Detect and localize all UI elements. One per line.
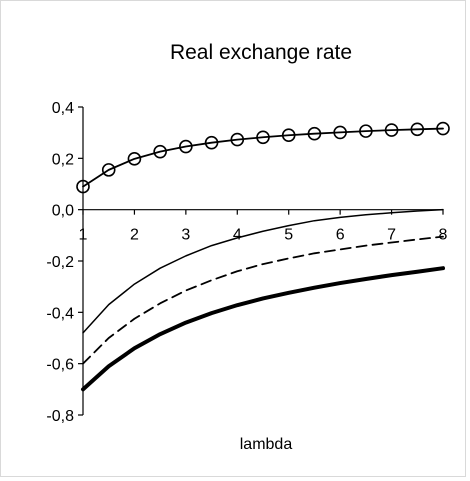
series-1-marker	[204, 135, 219, 150]
series-1-marker	[230, 132, 245, 147]
series-1-marker	[410, 122, 425, 137]
series-1-marker	[359, 124, 373, 138]
series-1-marker	[333, 125, 347, 140]
y-tick-label: 0,4	[52, 100, 74, 117]
series-1-marker	[307, 126, 322, 141]
series-group	[76, 121, 450, 392]
x-tick-label: 3	[181, 227, 190, 244]
series-1-marker	[153, 144, 167, 159]
series-1-marker	[179, 139, 193, 154]
y-tick-label: -0,6	[46, 357, 74, 374]
x-tick-label: 2	[130, 227, 139, 244]
x-tick-label: 8	[439, 227, 448, 244]
series-1-marker	[436, 121, 450, 136]
y-tick-label: 0,0	[52, 203, 74, 220]
series-1-marker	[76, 179, 90, 194]
axes: 0,4 0,2 0,0 -0,2 -0,4 -0,6 -0,8 1 2 3 4 5 6 7 8	[46, 100, 447, 425]
series-1-marker	[384, 123, 399, 137]
x-tick-label: 5	[284, 227, 293, 244]
series-1-marker	[127, 152, 142, 166]
series-2-line	[82, 208, 444, 334]
series-3-line	[82, 235, 444, 365]
y-tick-label: 0,2	[52, 151, 74, 168]
x-tick-label: 7	[387, 227, 396, 244]
x-tick-label: 1	[79, 227, 88, 244]
chart-title: Real exchange rate	[170, 41, 352, 64]
x-tick-label: 6	[336, 227, 345, 244]
series-1-marker	[256, 130, 270, 145]
series-1-marker	[101, 163, 116, 177]
y-tick-label: -0,2	[46, 254, 74, 271]
y-tick-label: -0,4	[46, 305, 74, 322]
series-1-line	[82, 127, 444, 188]
series-4-line	[81, 266, 445, 392]
x-tick-label: 4	[233, 227, 242, 244]
y-tick-label: -0,8	[46, 408, 74, 425]
x-axis-label: lambda	[240, 436, 293, 453]
series-1-marker	[281, 128, 296, 143]
